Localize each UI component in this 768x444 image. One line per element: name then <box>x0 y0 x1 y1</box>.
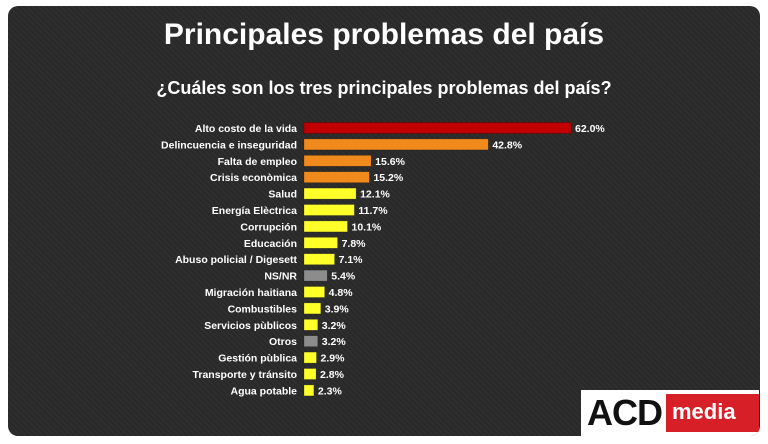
value-label: 3.2% <box>322 320 347 332</box>
value-label: 7.1% <box>339 254 364 266</box>
value-label: 15.6% <box>375 156 405 168</box>
bar-chart: Alto costo de la vida 62.0% Delincuencia e… <box>161 122 605 397</box>
bar <box>303 155 372 167</box>
bar <box>303 368 317 380</box>
category-label: Educación <box>244 238 297 250</box>
category-label: Delincuencia e inseguridad <box>161 139 297 151</box>
bar <box>303 351 317 364</box>
logo-media-text: media <box>666 394 759 432</box>
logo-acd-text: ACD <box>587 392 663 433</box>
category-label: Crisis econòmica <box>210 172 297 184</box>
value-label: 4.8% <box>329 287 354 299</box>
bar <box>303 269 328 282</box>
value-label: 2.3% <box>318 385 343 397</box>
value-label: 11.7% <box>358 205 388 217</box>
category-label: Otros <box>269 336 297 348</box>
bar <box>303 171 370 183</box>
value-label: 3.9% <box>325 303 350 315</box>
value-label: 5.4% <box>331 271 356 283</box>
category-label: Salud <box>268 189 297 201</box>
chart-panel: Principales problemas del país ¿Cuáles s… <box>8 6 760 436</box>
bar <box>303 204 355 216</box>
value-label: 3.2% <box>322 336 347 348</box>
bar <box>303 220 348 233</box>
bar <box>303 138 489 151</box>
category-label: Corrupción <box>240 221 297 233</box>
category-label: Transporte y tránsito <box>193 369 297 381</box>
value-label: 10.1% <box>351 221 381 233</box>
bar <box>303 286 325 298</box>
bar <box>303 253 335 265</box>
value-label: 7.8% <box>342 238 367 250</box>
value-label: 62.0% <box>575 123 605 135</box>
bar <box>303 187 357 200</box>
value-label: 2.9% <box>320 353 345 365</box>
bar <box>303 335 319 348</box>
value-label: 42.8% <box>492 139 522 151</box>
bar <box>303 122 572 134</box>
chart-subtitle: ¿Cuáles son los tres principales problem… <box>156 78 612 98</box>
chart-title: Principales problemas del país <box>163 18 605 51</box>
bar <box>303 302 322 315</box>
value-label: 12.1% <box>360 189 390 201</box>
category-label: Abuso policial / Digesett <box>175 254 297 266</box>
category-label: Falta de empleo <box>218 156 297 168</box>
category-label: Energía Elèctrica <box>212 205 297 217</box>
bar <box>303 384 315 397</box>
category-label: Servicios pùblicos <box>204 320 297 332</box>
value-label: 15.2% <box>373 172 403 184</box>
bar <box>303 318 319 331</box>
value-label: 2.8% <box>320 369 345 381</box>
acd-media-logo: ACD media <box>581 390 759 436</box>
bar <box>303 237 338 249</box>
category-label: Gestión pùblica <box>218 353 297 365</box>
category-label: Agua potable <box>230 385 297 397</box>
category-label: Combustibles <box>228 303 298 315</box>
category-label: Migración haitiana <box>205 287 297 299</box>
category-label: NS/NR <box>264 271 297 283</box>
category-label: Alto costo de la vida <box>195 123 297 135</box>
